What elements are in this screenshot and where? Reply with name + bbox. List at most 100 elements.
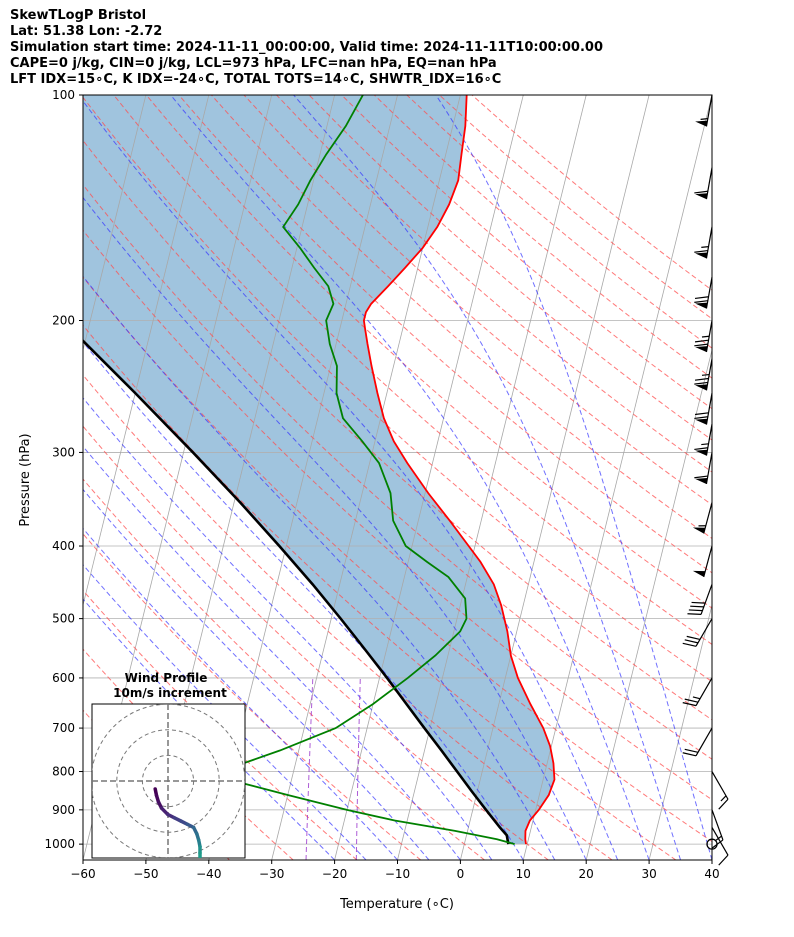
wind-barb — [682, 618, 713, 647]
inset-subtitle: 10m/s increment — [113, 686, 227, 700]
barb-full — [718, 854, 729, 866]
moist-adiabat — [83, 445, 461, 860]
barb-full — [694, 381, 708, 385]
wind-barb — [711, 827, 729, 866]
barb-flag — [695, 302, 708, 309]
barb-full — [694, 343, 708, 347]
barb-staff — [705, 424, 713, 456]
wind-barb — [694, 226, 713, 259]
barb-full — [694, 475, 708, 479]
barb-full — [691, 601, 706, 604]
dry-adiabat — [83, 425, 549, 860]
barb-staff — [705, 452, 713, 485]
moist-adiabat — [170, 95, 650, 860]
y-tick-label: 900 — [52, 803, 75, 817]
y-tick-label: 100 — [52, 88, 75, 102]
barb-staff — [700, 584, 713, 615]
x-tick-label: −50 — [133, 867, 158, 881]
moist-adiabat — [83, 275, 556, 860]
barb-full — [688, 609, 703, 612]
barb-staff — [705, 94, 713, 127]
y-tick-label: 400 — [52, 539, 75, 553]
y-axis-label: Pressure (hPa) — [18, 433, 33, 526]
barb-half — [701, 335, 710, 338]
y-tick-label: 1000 — [44, 837, 75, 851]
barb-half — [701, 246, 709, 248]
dry-adiabat — [83, 533, 422, 860]
isotherm-line — [460, 95, 650, 860]
y-axis-ticks: 1000 900 800 700 600 500 400 300 200 100 — [44, 88, 83, 851]
barb-staff — [711, 771, 729, 800]
barb-full — [686, 635, 701, 640]
x-tick-label: −60 — [70, 867, 95, 881]
barb-staff — [695, 677, 713, 706]
wind-barb — [682, 727, 713, 757]
barb-full — [687, 613, 702, 616]
barb-staff — [705, 276, 713, 309]
barb-half — [720, 795, 727, 802]
barb-full — [694, 447, 708, 451]
temperature-line — [362, 95, 556, 845]
wind-barb — [692, 545, 713, 578]
wind-barb — [692, 502, 713, 534]
barb-staff — [711, 827, 729, 856]
dry-adiabat — [83, 229, 712, 801]
barb-full — [682, 702, 697, 707]
x-axis-label: Temperature (∘C) — [339, 897, 454, 912]
dry-adiabat — [308, 95, 712, 441]
inset-title: Wind Profile — [125, 671, 208, 685]
hodograph-segment — [180, 888, 184, 898]
moist-adiabat — [435, 95, 712, 860]
header-times: Simulation start time: 2024-11-11_00:00:… — [10, 40, 603, 55]
header-title: SkewTLogP Bristol — [10, 8, 147, 23]
barb-staff — [711, 809, 724, 841]
barb-staff — [705, 393, 713, 425]
barb-flag — [692, 527, 706, 534]
wind-barb — [687, 584, 713, 616]
dry-adiabat — [83, 276, 712, 843]
barb-full — [694, 416, 708, 420]
dry-adiabat — [83, 324, 677, 860]
barb-flag — [695, 449, 708, 456]
dry-adiabat — [83, 478, 485, 860]
isotherm-line — [271, 95, 461, 860]
wind-profile-inset: Wind Profile 10m/s increment — [91, 671, 246, 898]
dry-adiabat — [243, 95, 712, 506]
isotherm-line — [648, 603, 712, 860]
x-tick-label: −30 — [259, 867, 284, 881]
mixing-ratio-line — [305, 677, 314, 860]
cape-cin-fill — [83, 95, 555, 845]
barb-flag — [695, 346, 708, 353]
wind-barb — [694, 452, 713, 485]
barb-half — [701, 443, 709, 446]
wind-barb — [711, 771, 729, 810]
wind-barb — [682, 677, 713, 707]
wind-barbs — [682, 94, 729, 866]
barb-flag — [695, 384, 708, 391]
hodograph-plot — [92, 704, 245, 898]
barb-full — [694, 190, 708, 194]
mixing-ratio-line — [355, 677, 361, 860]
y-tick-label: 600 — [52, 671, 75, 685]
dry-adiabat — [341, 95, 712, 410]
x-tick-label: 10 — [516, 867, 531, 881]
x-tick-label: 0 — [457, 867, 465, 881]
barb-flag — [695, 478, 708, 484]
cape-fill-layer — [83, 95, 555, 845]
dry-adiabat — [83, 184, 712, 760]
barb-full — [694, 249, 708, 253]
y-tick-label: 200 — [52, 314, 75, 328]
barb-staff — [695, 618, 713, 647]
dry-adiabat — [211, 95, 712, 540]
hodograph-segment — [184, 875, 190, 878]
dry-adiabat — [178, 95, 712, 574]
x-tick-label: −10 — [385, 867, 410, 881]
x-tick-label: 40 — [704, 867, 719, 881]
y-tick-label: 500 — [52, 612, 75, 626]
barb-half — [692, 696, 701, 700]
wind-barb — [694, 276, 713, 309]
barb-half — [698, 525, 706, 527]
header-indices-2: LFT IDX=15∘C, K IDX=-24∘C, TOTAL TOTS=14… — [10, 72, 502, 87]
isotherm-line — [83, 95, 210, 607]
